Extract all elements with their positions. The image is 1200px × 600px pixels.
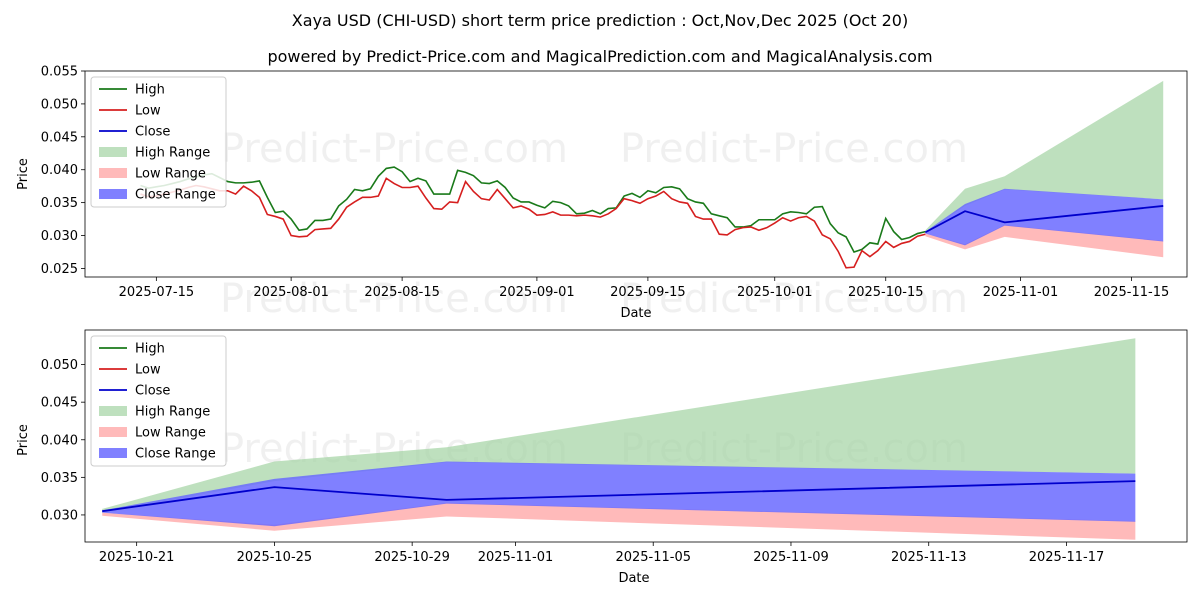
x-tick-label: 2025-08-01 bbox=[253, 285, 329, 300]
top-y-axis: 0.025 0.030 0.035 0.040 0.045 0.050 0.055 bbox=[41, 65, 85, 277]
top-x-axis-label: Date bbox=[620, 306, 651, 321]
y-tick-label: 0.030 bbox=[41, 229, 78, 244]
top-chart: Predict-Price.com Predict-Price.com Predic… bbox=[16, 65, 1188, 322]
y-tick-label: 0.035 bbox=[41, 471, 78, 486]
y-tick-label: 0.045 bbox=[41, 396, 78, 411]
y-tick-label: 0.035 bbox=[41, 196, 78, 211]
legend-label: Low bbox=[135, 363, 161, 378]
legend-label: High Range bbox=[135, 405, 210, 420]
legend-label: High bbox=[135, 342, 165, 357]
close-line bbox=[924, 205, 1164, 234]
bottom-plot-area bbox=[102, 338, 1136, 540]
legend-label: Close Range bbox=[135, 447, 216, 462]
high-range-band bbox=[102, 338, 1136, 513]
legend-label: High bbox=[135, 83, 165, 98]
low-range-band bbox=[102, 502, 1136, 540]
close-line bbox=[102, 480, 1136, 513]
top-watermarks: Predict-Price.com Predict-Price.com Predic… bbox=[220, 126, 968, 322]
bottom-chart-frame bbox=[84, 329, 1188, 543]
y-tick-label: 0.040 bbox=[41, 163, 78, 178]
y-tick-label: 0.050 bbox=[41, 358, 78, 373]
legend-label: Low bbox=[135, 104, 161, 119]
x-tick-label: 2025-11-15 bbox=[1094, 285, 1170, 300]
x-tick-label: 2025-07-15 bbox=[119, 285, 195, 300]
watermark: Predict-Price.com bbox=[220, 126, 568, 172]
x-tick-label: 2025-10-29 bbox=[374, 550, 450, 565]
x-tick-label: 2025-11-13 bbox=[891, 550, 967, 565]
x-tick-label: 2025-09-15 bbox=[610, 285, 686, 300]
top-x-axis: 2025-07-15 2025-08-01 2025-08-15 2025-09-01… bbox=[119, 277, 1170, 300]
top-plot-area bbox=[140, 80, 1164, 269]
chart-title: Xaya USD (CHI-USD) short term price pred… bbox=[292, 11, 908, 30]
legend-label: Low Range bbox=[135, 167, 206, 182]
watermark: Predict-Price.com bbox=[220, 276, 568, 322]
x-tick-label: 2025-11-05 bbox=[615, 550, 691, 565]
legend-area-swatch bbox=[99, 448, 127, 458]
legend-label: Low Range bbox=[135, 426, 206, 441]
low-line bbox=[140, 177, 926, 269]
high-line bbox=[140, 166, 926, 253]
watermark: Predict-Price.com bbox=[620, 276, 968, 322]
x-tick-label: 2025-10-21 bbox=[99, 550, 175, 565]
legend-area-swatch bbox=[99, 168, 127, 178]
x-tick-label: 2025-08-15 bbox=[364, 285, 440, 300]
top-y-axis-label: Price bbox=[16, 158, 31, 190]
legend-label: Close bbox=[135, 384, 170, 399]
bottom-x-axis-label: Date bbox=[618, 571, 649, 586]
watermark: Predict-Price.com bbox=[620, 126, 968, 172]
x-tick-label: 2025-11-01 bbox=[478, 550, 554, 565]
legend-area-swatch bbox=[99, 189, 127, 199]
y-tick-label: 0.040 bbox=[41, 433, 78, 448]
legend-label: Close bbox=[135, 125, 170, 140]
y-tick-label: 0.030 bbox=[41, 508, 78, 523]
legend-area-swatch bbox=[99, 147, 127, 157]
y-tick-label: 0.045 bbox=[41, 130, 78, 145]
close-range-band bbox=[102, 461, 1136, 527]
bottom-y-axis: 0.030 0.035 0.040 0.045 0.050 bbox=[41, 358, 85, 523]
legend-area-swatch bbox=[99, 406, 127, 416]
x-tick-label: 2025-11-09 bbox=[753, 550, 829, 565]
y-tick-label: 0.055 bbox=[41, 65, 78, 80]
x-tick-label: 2025-10-01 bbox=[737, 285, 813, 300]
x-tick-label: 2025-09-01 bbox=[499, 285, 575, 300]
x-tick-label: 2025-10-15 bbox=[848, 285, 924, 300]
bottom-y-axis-label: Price bbox=[16, 424, 31, 456]
x-tick-label: 2025-11-17 bbox=[1029, 550, 1105, 565]
high-range-band bbox=[925, 80, 1164, 234]
legend-label: High Range bbox=[135, 146, 210, 161]
x-tick-label: 2025-11-01 bbox=[983, 285, 1059, 300]
chart-subtitle: powered by Predict-Price.com and Magical… bbox=[267, 47, 932, 66]
y-tick-label: 0.050 bbox=[41, 97, 78, 112]
x-tick-label: 2025-10-25 bbox=[237, 550, 313, 565]
top-chart-frame bbox=[84, 70, 1188, 278]
bottom-legend: High Low Close High Range Low Range Close Ran… bbox=[90, 335, 227, 467]
legend-area-swatch bbox=[99, 427, 127, 437]
y-tick-label: 0.025 bbox=[41, 262, 78, 277]
low-range-band bbox=[925, 225, 1164, 258]
top-legend: High Low Close High Range Low Range Close Ran… bbox=[90, 76, 227, 208]
legend-label: Close Range bbox=[135, 188, 216, 203]
bottom-x-axis: 2025-10-21 2025-10-25 2025-10-29 2025-11-01… bbox=[99, 542, 1104, 565]
close-range-band bbox=[925, 188, 1164, 246]
